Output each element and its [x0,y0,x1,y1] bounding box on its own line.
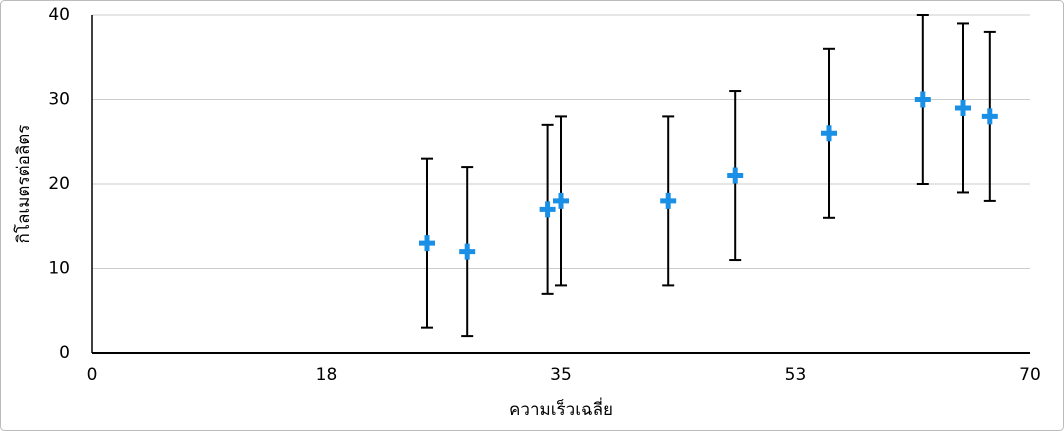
point [981,108,998,125]
point [955,99,971,116]
y-tick-label: 10 [48,259,70,279]
y-tick-label: 20 [48,174,70,194]
x-tick-label: 0 [87,365,98,385]
x-tick-label: 18 [316,365,338,385]
x-tick-label: 35 [550,365,572,385]
point [419,235,435,252]
point [821,125,837,142]
y-tick-label: 30 [48,90,70,110]
point [660,192,677,209]
point [727,167,744,184]
x-tick-label: 53 [785,365,807,385]
point [459,243,476,260]
x-tick-label: 70 [1019,365,1041,385]
point [914,91,931,108]
x-axis-title: ความเร็วเฉลี่ย [509,397,613,420]
y-tick-label: 0 [59,343,70,363]
point [539,201,556,218]
point [553,192,569,209]
y-axis-title: กิโลเมตรต่อลิตร [13,125,34,244]
y-tick-label: 40 [48,5,70,25]
